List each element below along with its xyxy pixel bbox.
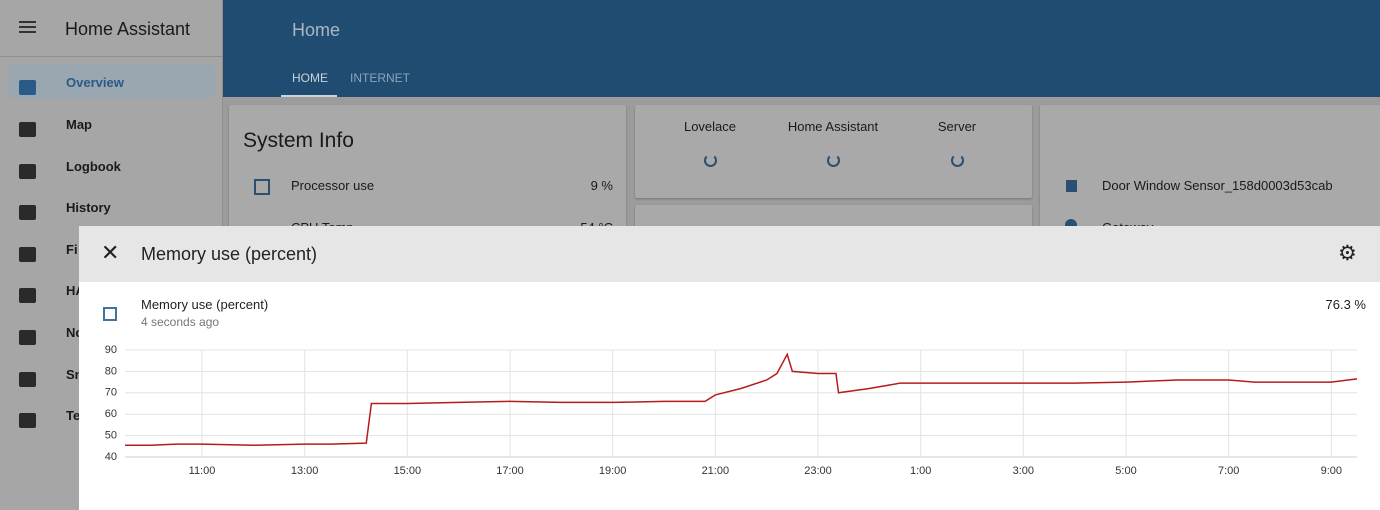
tab[interactable]: HOME (292, 71, 328, 85)
app-title: Home Assistant (65, 19, 191, 39)
dialog-header (79, 226, 1380, 282)
nav-item[interactable]: Te (66, 408, 81, 423)
row-label: Processor use (291, 178, 375, 193)
entity-name: Door Window Sensor_158d0003d53cab (1102, 178, 1333, 193)
nav-item[interactable]: Overview (66, 75, 124, 90)
nav-icon (19, 330, 36, 345)
y-tick-label: 60 (105, 408, 117, 420)
nav-icon (19, 164, 36, 179)
card-title: System Info (243, 129, 354, 152)
nav-icon (19, 372, 36, 387)
x-tick-label: 1:00 (910, 465, 931, 477)
row-value: 9 % (590, 178, 613, 193)
nav-icon (19, 80, 36, 95)
last-changed: 4 seconds ago (141, 315, 220, 329)
sensor-icon (1066, 180, 1077, 192)
history-chart: 40 50 60 70 80 90 11:00 13:00 15:00 17:00 19:00 21:… (105, 344, 1358, 477)
header-title: Home (292, 20, 341, 40)
dialog-title: Memory use (percent) (141, 244, 318, 264)
y-tick-label: 80 (105, 365, 117, 377)
cpu-icon (254, 179, 270, 195)
system-info-card: System Info Processor use 9 % CPU Temp 5… (229, 105, 626, 245)
x-tick-label: 11:00 (189, 465, 216, 477)
y-tick-label: 70 (105, 387, 117, 399)
y-tick-label: 50 (105, 430, 117, 442)
entity-state: 76.3 % (1325, 297, 1366, 312)
buttons-card: Lovelace Home Assistant Server (635, 105, 1032, 198)
reload-icon[interactable] (704, 154, 717, 167)
nav-item[interactable]: Logbook (66, 159, 121, 174)
x-tick-label: 5:00 (1115, 465, 1136, 477)
x-tick-label: 17:00 (496, 465, 524, 477)
close-button[interactable]: ✕ (101, 240, 120, 265)
x-tick-label: 7:00 (1218, 465, 1239, 477)
y-tick-label: 90 (105, 344, 117, 356)
nav-icon (19, 288, 36, 303)
x-tick-label: 23:00 (804, 465, 832, 477)
nav-item[interactable]: Map (66, 117, 92, 132)
entity-name: Memory use (percent) (141, 297, 269, 312)
x-tick-label: 13:00 (291, 465, 319, 477)
nav-item[interactable]: Sn (66, 367, 83, 382)
reload-icon[interactable] (827, 154, 840, 167)
button-label[interactable]: Server (937, 119, 977, 134)
tab[interactable]: INTERNET (350, 71, 410, 85)
y-tick-label: 40 (105, 451, 117, 463)
entities-card: Door Window Sensor_158d0003d53cab Gatewa… (1040, 105, 1380, 245)
nav-item[interactable]: History (66, 200, 111, 215)
nav-icon (19, 413, 36, 428)
entity-icon (103, 307, 117, 321)
settings-button[interactable]: ⚙ (1338, 242, 1357, 265)
nav-icon (19, 205, 36, 220)
x-tick-label: 15:00 (394, 465, 422, 477)
button-label[interactable]: Lovelace (683, 119, 737, 134)
active-item-bg (8, 64, 215, 98)
data-line (125, 352, 1358, 446)
divider (0, 56, 222, 57)
menu-icon[interactable] (19, 21, 36, 23)
x-tick-label: 21:00 (702, 465, 730, 477)
x-tick-label: 9:00 (1321, 465, 1342, 477)
x-tick-label: 19:00 (599, 465, 627, 477)
tab-indicator (281, 95, 337, 97)
nav-icon (19, 247, 36, 262)
button-label[interactable]: Home Assistant (787, 119, 879, 134)
x-tick-label: 3:00 (1013, 465, 1034, 477)
more-info-dialog: ✕ Memory use (percent) ⚙ Memory use (per… (79, 226, 1380, 510)
nav-icon (19, 122, 36, 137)
app-header: Home HOME INTERNET (223, 0, 1380, 97)
nav-item[interactable]: Fi (66, 242, 78, 257)
reload-icon[interactable] (951, 154, 964, 167)
